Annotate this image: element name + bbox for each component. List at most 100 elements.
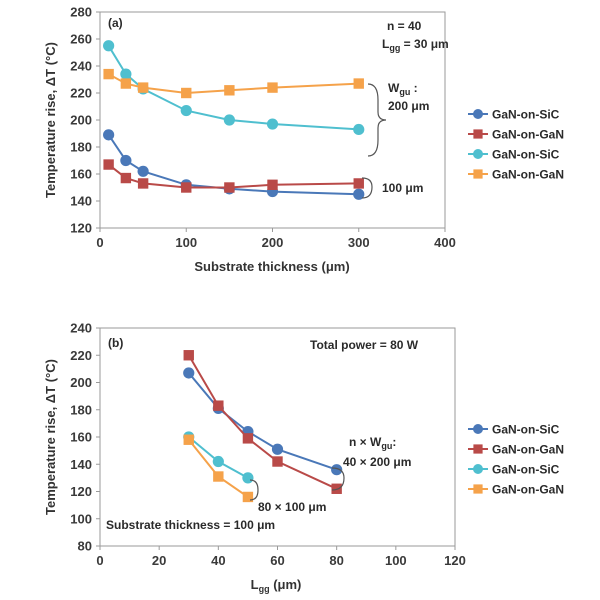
panel-a-legend-label-2: GaN-on-GaN	[492, 128, 564, 142]
panel-b-brace-40	[331, 467, 345, 491]
panel-b-legend-marker-4	[473, 484, 483, 494]
panel-a-y-tick-label: 160	[70, 167, 92, 182]
panel-b-y-tick-label: 120	[70, 484, 92, 499]
panel-a-legend-label-4: GaN-on-GaN	[492, 168, 564, 182]
panel-a-series-3-point	[266, 118, 279, 130]
panel-a-group-100: 100 μm	[382, 181, 423, 195]
panel-b-x-axis-label: Lgg (μm)	[251, 577, 302, 594]
panel-b-x-tick-label: 100	[385, 553, 407, 568]
panel-a-y-tick-label: 220	[70, 86, 92, 101]
panel-a-series-3-point	[223, 114, 235, 126]
panel-a-series-4-point	[353, 78, 364, 89]
panel-b-series-2-point	[213, 400, 224, 411]
panel-b-legend-label-2: GaN-on-GaN	[492, 443, 564, 457]
panel-a-x-tick-label: 0	[96, 235, 103, 250]
panel-a-legend-label-1: GaN-on-SiC	[492, 108, 560, 122]
panel-b-legend-marker-2	[473, 444, 483, 454]
panel-a-ticks: 0 100 200 300 400 120 140 160 180 200 220 240 260 280	[70, 5, 456, 251]
panel-a-series-3-point	[180, 104, 192, 117]
panel-b-legend-label-1: GaN-on-SiC	[492, 423, 560, 437]
panel-b-total-power: Total power = 80 W	[310, 338, 419, 352]
panel-b-x-tick-label: 60	[270, 553, 284, 568]
panel-b-series-2-point	[242, 433, 254, 444]
panel-b-y-tick-label: 200	[70, 375, 92, 390]
panel-a-param-n: n = 40	[387, 19, 422, 33]
panel-b-series-3-point	[242, 472, 254, 484]
panel-a-legend-marker-4	[473, 169, 483, 179]
panel-b-legend: GaN-on-SiC GaN-on-GaN GaN-on-SiC GaN-on-GaN	[468, 423, 564, 497]
panel-a-y-tick-label: 120	[70, 221, 92, 236]
panel-a-legend-marker-1	[473, 109, 483, 119]
panel-a-legend-marker-3	[473, 149, 483, 159]
panel-a-group-200: 200 μm	[388, 99, 429, 113]
panel-b-group-label: n × Wgu:	[349, 435, 396, 451]
panel-a-x-axis-label: Substrate thickness (μm)	[194, 259, 349, 274]
panel-a-series-2-point	[103, 159, 114, 170]
panel-b-series-2-point	[331, 483, 342, 494]
panel-b-series-1-point	[331, 464, 343, 476]
panel-b-y-tick-label: 140	[70, 457, 92, 472]
panel-a-series-4-point	[181, 87, 192, 99]
panel-a-series-4-point	[224, 85, 235, 96]
panel-b-y-tick-label: 160	[70, 430, 92, 445]
panel-a-series-2-point	[353, 178, 364, 189]
panel-a-x-tick-label: 200	[262, 235, 284, 250]
panel-b-label: (b)	[108, 336, 123, 350]
panel-a-y-tick-label: 140	[70, 194, 92, 209]
panel-b-group-40: 40 × 200 μm	[343, 455, 411, 469]
panel-b-series-2-point	[183, 350, 194, 361]
panel-a-series-1-point	[353, 188, 365, 200]
panel-b-x-tick-label: 20	[152, 553, 166, 568]
panel-a-legend-label-3: GaN-on-SiC	[492, 148, 560, 162]
panel-b-y-tick-label: 80	[78, 539, 92, 554]
panel-b-series-4-point	[183, 434, 194, 445]
panel-b-series-1-point	[183, 367, 195, 379]
panel-b-brace-80	[249, 479, 259, 501]
panel-a-series-2-point	[120, 172, 132, 184]
panel-b: 0 20 40 60 80 100 120 80 100 120 140 160 180 200 220 24…	[43, 321, 564, 595]
panel-a-series-2-point	[181, 182, 192, 193]
panel-a-series-3-point	[353, 123, 365, 136]
panel-a-series-4-point	[267, 82, 278, 93]
panel-b-x-tick-label: 80	[329, 553, 343, 568]
panel-a: 0 100 200 300 400 120 140 160 180 200 220 240 260 280…	[43, 5, 564, 275]
panel-a-series-4-point	[137, 82, 149, 93]
panel-b-series	[183, 350, 343, 503]
panel-b-series-4-point	[242, 491, 254, 503]
panel-b-series-1-point	[271, 443, 284, 455]
panel-a-series-4-point	[103, 68, 114, 80]
panel-b-x-tick-label: 0	[96, 553, 103, 568]
panel-a-brace-100	[361, 177, 373, 199]
panel-a-x-tick-label: 100	[175, 235, 197, 250]
panel-a-y-axis-label: Temperature rise, ΔT (°C)	[43, 42, 58, 198]
panel-a-legend-marker-2	[473, 129, 483, 139]
panel-a-series-1-point	[103, 129, 115, 141]
panel-b-y-axis-label: Temperature rise, ΔT (°C)	[43, 359, 58, 515]
panel-a-brace-200	[367, 83, 387, 157]
panel-b-legend-label-3: GaN-on-SiC	[492, 463, 560, 477]
panel-b-y-tick-label: 100	[70, 511, 92, 526]
panel-a-y-tick-label: 260	[70, 32, 92, 47]
panel-a-series-1-point	[120, 154, 132, 167]
panel-b-x-tick-label: 40	[211, 553, 225, 568]
panel-b-y-tick-label: 180	[70, 402, 92, 417]
panel-a-series	[103, 40, 365, 200]
panel-a-legend: GaN-on-SiC GaN-on-GaN GaN-on-SiC GaN-on-GaN	[468, 108, 564, 182]
panel-a-series-3-point	[120, 68, 132, 80]
panel-a-series-3-point	[103, 40, 115, 52]
panel-a-label: (a)	[108, 16, 123, 30]
panel-b-series-2-point	[272, 456, 283, 467]
panel-a-y-tick-label: 200	[70, 113, 92, 128]
panel-a-param-lgg: Lgg = 30 μm	[382, 37, 449, 53]
panel-b-group-80: 80 × 100 μm	[258, 500, 326, 514]
panel-a-series-4-point	[120, 78, 132, 89]
panel-a-group-label: Wgu :	[388, 81, 418, 97]
panel-b-legend-label-4: GaN-on-GaN	[492, 483, 564, 497]
panel-a-x-tick-label: 400	[434, 235, 456, 250]
panel-b-ticks: 0 20 40 60 80 100 120 80 100 120 140 160 180 200 220 24…	[70, 321, 466, 569]
panel-b-legend-marker-1	[473, 424, 483, 434]
panel-a-y-tick-label: 180	[70, 140, 92, 155]
panel-a-series-1-point	[137, 165, 149, 177]
